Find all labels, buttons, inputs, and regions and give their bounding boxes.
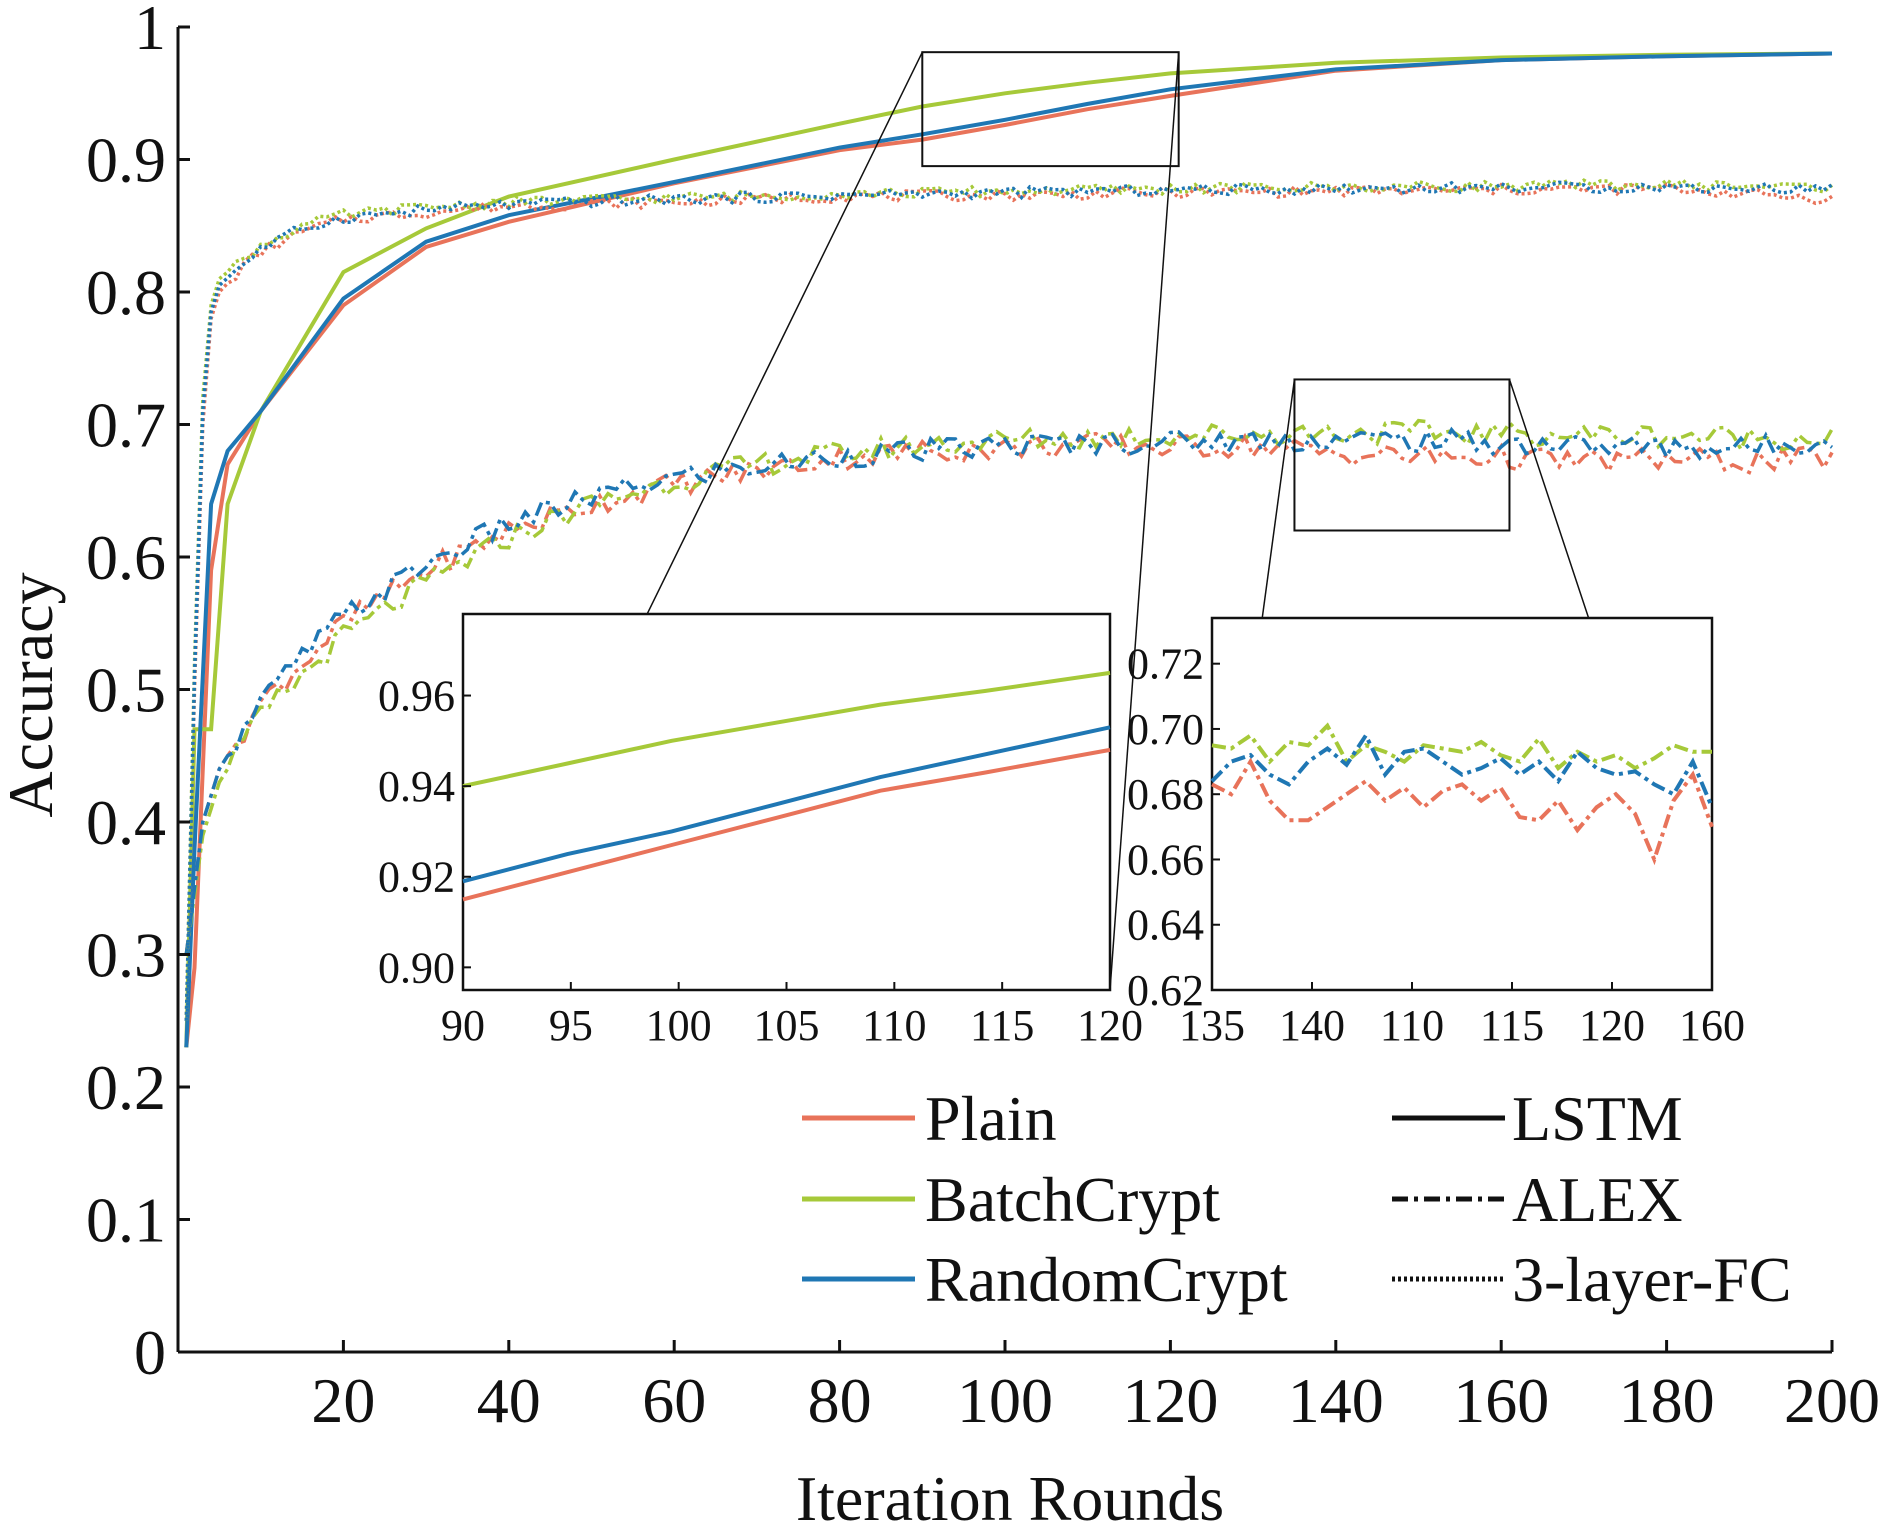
x-tick-label: 200	[1784, 1365, 1880, 1436]
inset-alex-y-tick-label: 0.64	[1127, 901, 1204, 950]
y-tick-label: 0.9	[86, 125, 166, 196]
legend-label-alex: ALEX	[1512, 1164, 1683, 1235]
inset-alex-x-tick-label: 160	[1679, 1001, 1745, 1050]
legend: Plain BatchCrypt RandomCrypt LSTM ALEX 3…	[802, 1083, 1792, 1315]
x-axis-label: Iteration Rounds	[796, 1463, 1224, 1534]
legend-label-randomcrypt: RandomCrypt	[925, 1244, 1288, 1315]
x-tick-label: 40	[477, 1365, 541, 1436]
legend-label-batchcrypt: BatchCrypt	[925, 1164, 1220, 1235]
inset-lstm-y-tick-label: 0.94	[378, 762, 455, 811]
y-axis-label: Accuracy	[0, 572, 66, 817]
zoom-box-1	[921, 51, 1180, 168]
inset-lstm-x-tick-label: 95	[549, 1001, 593, 1050]
x-tick-label: 180	[1619, 1365, 1715, 1436]
inset-lstm-x-tick-label: 90	[441, 1001, 485, 1050]
zoom-connector-line	[1109, 52, 1180, 991]
legend-label-lstm: LSTM	[1512, 1083, 1683, 1154]
x-tick-label: 160	[1453, 1365, 1549, 1436]
x-tick-label: 20	[311, 1365, 375, 1436]
legend-label-plain: Plain	[925, 1083, 1057, 1154]
inset-alex-x-tick-label: 135	[1179, 1001, 1245, 1050]
inset-alex-x-tick-label: 140	[1279, 1001, 1345, 1050]
series-randomcrypt-3-layer-fc	[184, 180, 1833, 1021]
inset-lstm-y-tick-label: 0.92	[378, 853, 455, 902]
inset-lstm: 0.90 0.92 0.94 0.96 90 95 100 105 110 115 120	[378, 612, 1143, 1050]
inset-alex-x-tick-label: 120	[1579, 1001, 1645, 1050]
inset-lstm-x-tick-label: 105	[754, 1001, 820, 1050]
series-randomcrypt-alex	[184, 426, 1834, 955]
y-tick-label: 0.5	[86, 655, 166, 726]
zoom-box-2	[1293, 378, 1511, 532]
y-tick-label: 0.3	[86, 920, 166, 991]
inset-alex-y-tick-label: 0.70	[1127, 705, 1204, 754]
inset-alex-series-plain	[1211, 757, 1714, 866]
inset-alex: 0.62 0.64 0.66 0.68 0.70 0.72 135 140 110 115 120 1…	[1127, 616, 1745, 1050]
y-tick-label: 0.6	[86, 522, 166, 593]
y-tick-label: 0.1	[86, 1185, 166, 1256]
inset-lstm-series-batchcrypt	[462, 670, 1111, 789]
inset-alex-y-tick-label: 0.72	[1127, 640, 1204, 689]
y-tick-label: 0.2	[86, 1052, 166, 1123]
inset-lstm-x-tick-label: 110	[862, 1001, 926, 1050]
main-series-group	[184, 51, 1834, 1048]
x-tick-label: 100	[957, 1365, 1053, 1436]
legend-label-fc: 3-layer-FC	[1512, 1244, 1792, 1315]
inset-lstm-y-tick-label: 0.96	[378, 672, 455, 721]
inset-alex-y-tick-label: 0.66	[1127, 835, 1204, 884]
series-plain-3-layer-fc	[184, 182, 1833, 1021]
inset-alex-x-tick-label: 115	[1480, 1001, 1544, 1050]
series-batchcrypt-lstm	[184, 51, 1833, 1048]
x-tick-label: 140	[1288, 1365, 1384, 1436]
inset-alex-y-tick-label: 0.68	[1127, 770, 1204, 819]
inset-lstm-series-randomcrypt	[462, 725, 1111, 884]
y-tick-label: 1	[134, 0, 166, 63]
y-tick-label: 0.4	[86, 787, 166, 858]
y-tick-label: 0.8	[86, 257, 166, 328]
inset-lstm-x-tick-label: 115	[970, 1001, 1034, 1050]
inset-alex-x-tick-label: 110	[1380, 1001, 1444, 1050]
inset-alex-series-batchcrypt	[1211, 722, 1712, 772]
x-tick-label: 80	[808, 1365, 872, 1436]
series-randomcrypt-lstm	[184, 51, 1833, 1048]
x-tick-label: 120	[1122, 1365, 1218, 1436]
inset-lstm-x-tick-label: 120	[1077, 1001, 1143, 1050]
y-tick-label: 0.7	[86, 390, 166, 461]
y-tick-label: 0	[134, 1317, 166, 1388]
inset-alex-frame	[1210, 616, 1714, 992]
inset-lstm-series-plain	[462, 747, 1111, 902]
x-tick-label: 60	[642, 1365, 706, 1436]
inset-lstm-x-tick-label: 100	[646, 1001, 712, 1050]
inset-alex-y-tick-label: 0.62	[1127, 966, 1204, 1015]
inset-lstm-y-tick-label: 0.90	[378, 943, 455, 992]
inset-alex-series-randomcrypt	[1210, 731, 1714, 809]
